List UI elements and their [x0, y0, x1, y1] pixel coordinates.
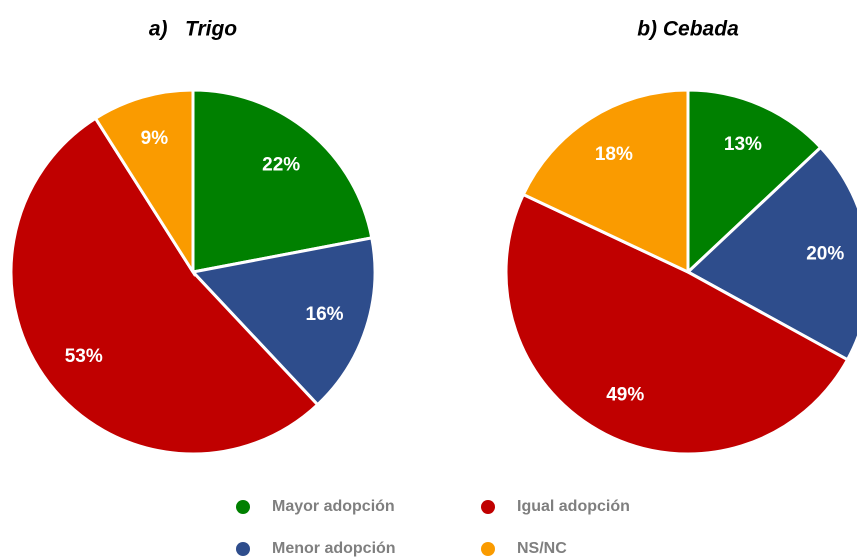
chart-title: a) Trigo	[149, 18, 237, 41]
data-label: 49%	[606, 384, 644, 405]
data-label: 13%	[724, 134, 762, 155]
chart-title: b) Cebada	[637, 18, 739, 41]
legend-label: Mayor adopción	[272, 498, 395, 515]
data-label: 22%	[262, 154, 300, 175]
pie-slice	[9, 116, 320, 456]
legend-label: Menor adopción	[272, 540, 396, 557]
pie-slice	[190, 236, 377, 407]
data-label: 18%	[595, 144, 633, 165]
legend-marker	[236, 500, 250, 514]
pie-slice	[685, 145, 857, 362]
data-label: 53%	[65, 346, 103, 367]
data-label: 16%	[306, 304, 344, 325]
legend-marker	[481, 500, 495, 514]
pie-slice	[93, 88, 195, 278]
legend-marker	[481, 542, 495, 556]
data-label: 9%	[141, 128, 169, 149]
legend-label: Igual adopción	[517, 498, 630, 515]
pie-slice	[191, 88, 374, 274]
pie-slice	[686, 88, 823, 276]
legend-marker	[236, 542, 250, 556]
pie-slice	[521, 88, 690, 275]
pie-slice	[504, 192, 850, 456]
data-label: 20%	[806, 244, 844, 265]
legend-label: NS/NC	[517, 540, 567, 557]
